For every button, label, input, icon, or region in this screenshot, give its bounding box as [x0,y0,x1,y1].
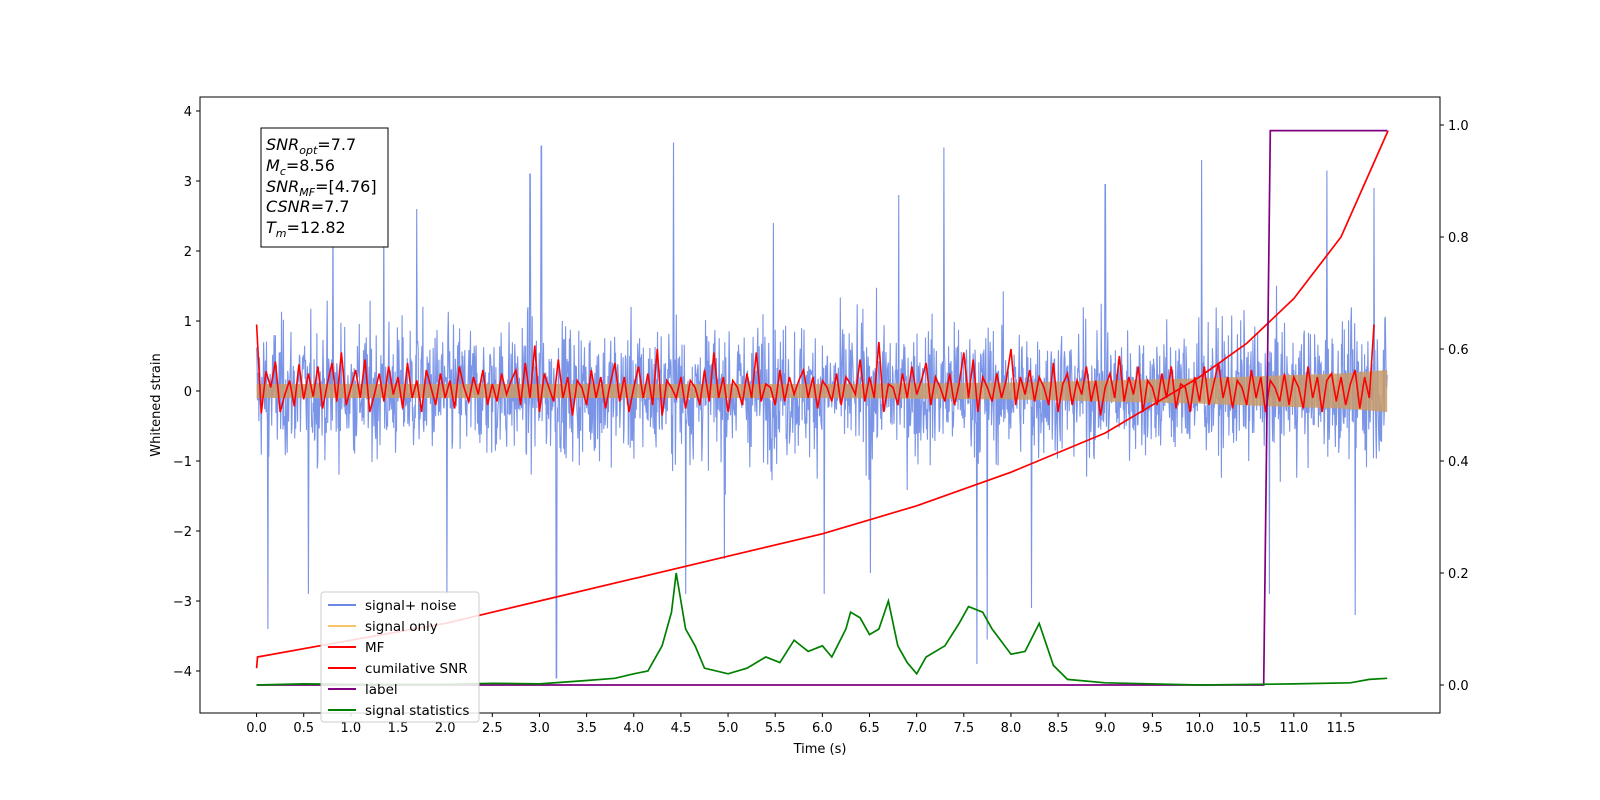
x-tick-label: 9.5 [1142,721,1163,736]
x-tick-label: 2.0 [435,721,456,736]
y2-tick-label: 0.0 [1448,679,1469,694]
info-snr-mf: SNRMF=[4.76] [266,177,377,199]
y2-tick-label: 0.2 [1448,567,1469,582]
x-axis: 0.0 0.5 1.0 1.5 2.0 2.5 3.0 3.5 4.0 4.5 5.0 5.5 6.0 6… [246,713,1355,736]
y-tick-label: 1 [184,315,192,330]
x-tick-label: 0.0 [246,721,267,736]
legend-label: signal only [365,619,438,635]
x-tick-label: 2.5 [482,721,503,736]
series-mf [255,324,1375,416]
y-tick-label: 2 [184,245,192,260]
info-csnr: CSNR=7.7 [266,197,350,216]
x-tick-label: 1.0 [341,721,362,736]
series-signal-noise [256,142,1388,679]
y-tick-label: 3 [184,175,192,190]
y-tick-label: 4 [184,105,192,120]
legend-label: label [365,682,398,698]
legend-frame [320,591,480,723]
x-tick-label: 4.0 [623,721,644,736]
y-tick-label: −4 [173,665,192,680]
info-box: SNRopt=7.7 Mc=8.56 SNRMF=[4.76] CSNR=7.7… [260,127,389,248]
legend-label: cumilative SNR [365,661,468,677]
x-tick-label: 9.0 [1095,721,1116,736]
x-tick-label: 3.0 [529,721,550,736]
x-tick-label: 3.5 [576,721,597,736]
y2-tick-label: 0.8 [1448,231,1469,246]
y2-tick-label: 0.4 [1448,455,1469,470]
x-tick-label: 4.5 [671,721,692,736]
x-tick-label: 11.0 [1279,721,1308,736]
legend: signal+ noise signal only MF cumilative SNR… [320,591,480,723]
legend-label: MF [365,640,384,656]
x-tick-label: 7.5 [953,721,974,736]
info-box-frame [260,127,389,248]
info-tm: Tm=12.82 [266,218,346,240]
x-tick-label: 6.5 [859,721,880,736]
y-axis-left: 4 3 2 1 0 −1 −2 −3 −4 [173,105,200,680]
legend-label: signal+ noise [365,598,456,614]
x-tick-label: 6.0 [812,721,833,736]
x-tick-label: 10.5 [1232,721,1261,736]
x-tick-label: 10.0 [1185,721,1214,736]
x-tick-label: 8.5 [1048,721,1069,736]
x-tick-label: 1.5 [388,721,409,736]
series-signal-statistics [256,572,1388,686]
x-tick-label: 5.0 [718,721,739,736]
legend-label: signal statistics [365,703,469,719]
axes-frame [199,96,1441,714]
y2-tick-label: 1.0 [1448,119,1469,134]
y-axis-right: 1.0 0.8 0.6 0.4 0.2 0.0 [1440,119,1469,694]
x-axis-label: Time (s) [793,742,847,757]
series-signal-only [256,370,1388,412]
y-tick-label: −3 [173,595,192,610]
series-label [256,129,1388,686]
y-axis-label: Whitened strain [149,353,164,456]
y-tick-label: −2 [173,525,192,540]
x-tick-label: 5.5 [765,721,786,736]
x-tick-label: 11.5 [1327,721,1356,736]
y-tick-label: −1 [173,455,192,470]
info-snr-opt: SNRopt=7.7 [266,135,356,157]
x-tick-label: 0.5 [293,721,314,736]
y2-tick-label: 0.6 [1448,343,1469,358]
x-tick-label: 8.0 [1001,721,1022,736]
info-mc: Mc=8.56 [266,156,335,178]
x-tick-label: 7.0 [906,721,927,736]
y-tick-label: 0 [184,385,192,400]
